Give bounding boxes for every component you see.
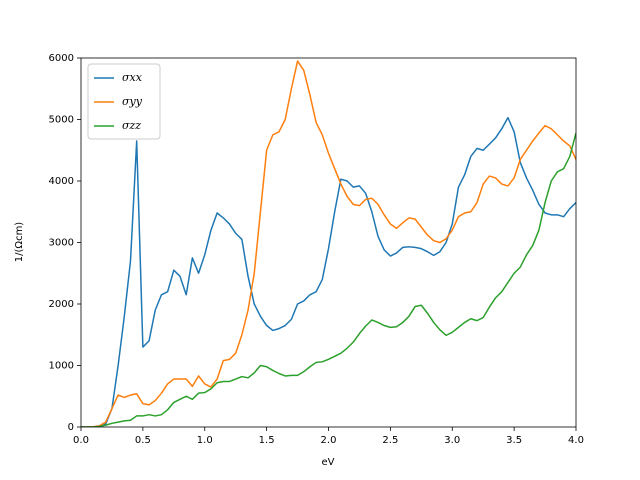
x-tick-label: 1.5 [259,435,275,446]
x-tick-label: 3.5 [506,435,522,446]
legend-label: σzz [122,119,141,132]
y-tick-label: 5000 [49,115,74,126]
legend-label: σxx [122,71,143,84]
x-tick-label: 3.0 [444,435,460,446]
y-axis-label: 1/(Ωcm) [14,222,25,263]
x-tick-label: 1.0 [197,435,213,446]
y-tick-label: 6000 [49,53,74,64]
x-tick-label: 0.5 [135,435,151,446]
series-line [81,60,576,427]
series-line [81,132,576,427]
y-tick-label: 4000 [49,176,74,187]
series-line [81,116,576,427]
x-tick-label: 2.0 [321,435,337,446]
y-tick-label: 3000 [49,238,74,249]
y-tick-label: 1000 [49,361,74,372]
x-tick-label: 2.5 [382,435,398,446]
x-axis-label: eV [322,457,335,468]
y-tick-label: 2000 [49,299,74,310]
plot-frame [80,57,577,428]
y-tick-label: 0 [68,422,74,433]
x-tick-label: 0.0 [73,435,89,446]
legend-label: σyy [122,95,143,108]
x-tick-label: 4.0 [568,435,584,446]
legend-box [87,63,161,140]
